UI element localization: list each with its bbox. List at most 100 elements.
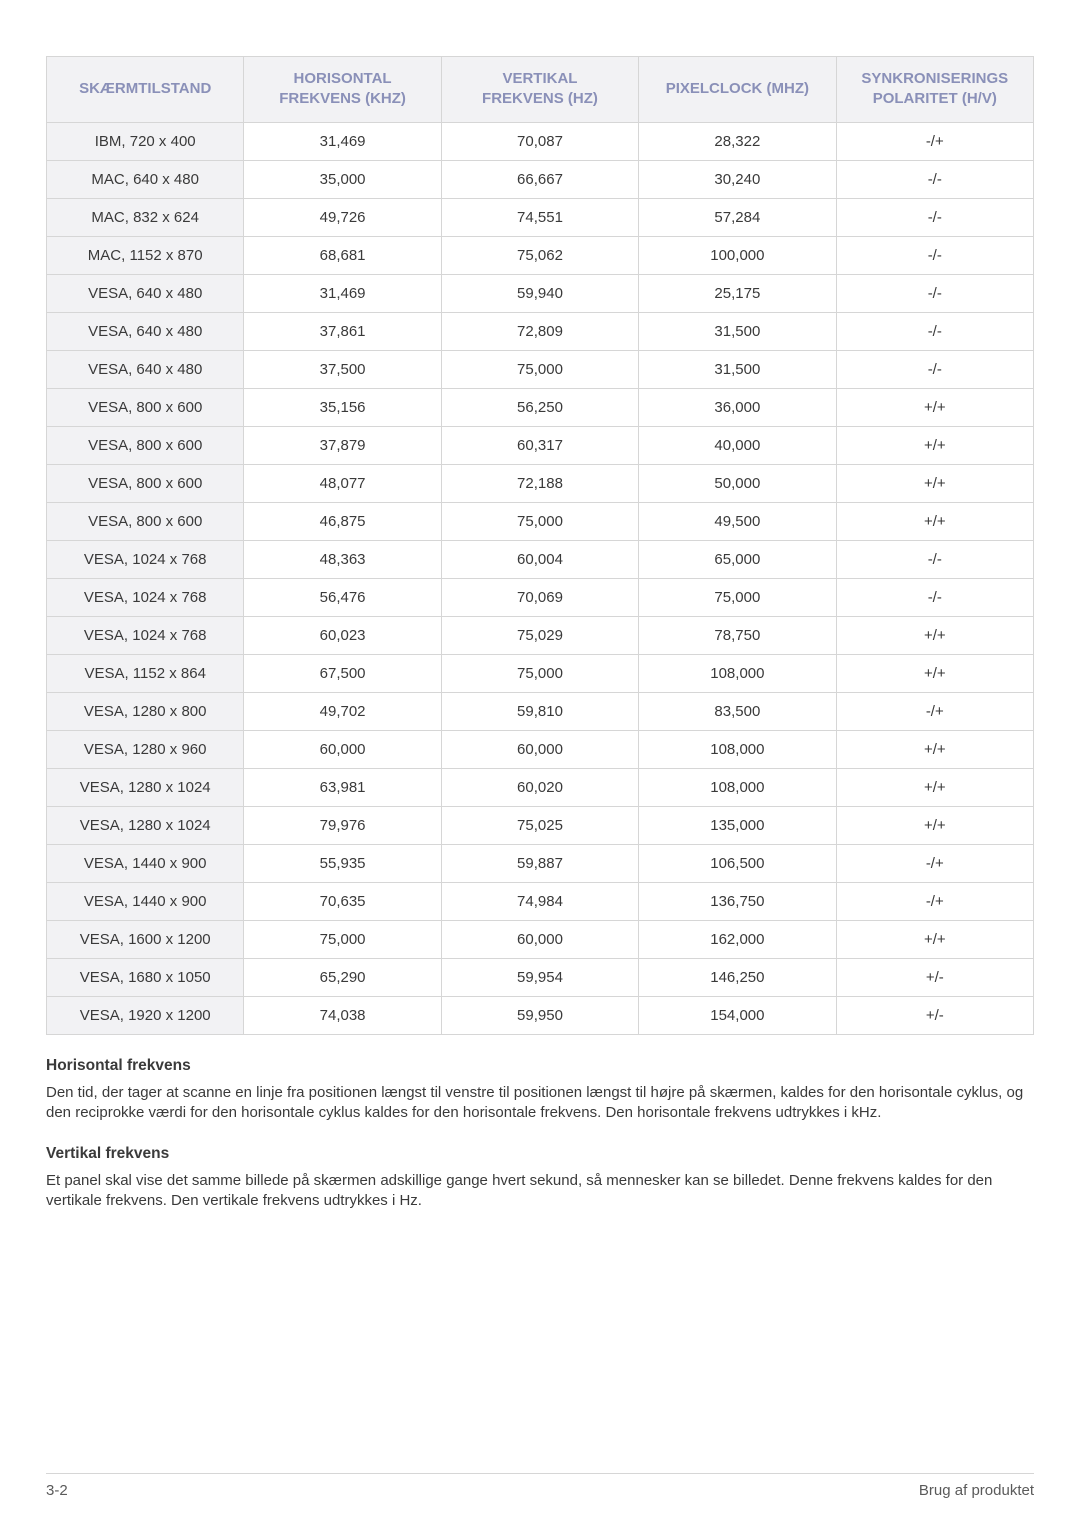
value-cell: 36,000: [639, 388, 836, 426]
table-row: MAC, 1152 x 87068,68175,062100,000-/-: [47, 236, 1034, 274]
value-cell: +/+: [836, 806, 1033, 844]
table-row: VESA, 1280 x 80049,70259,81083,500-/+: [47, 692, 1034, 730]
value-cell: 78,750: [639, 616, 836, 654]
timing-table-header-cell: VERTIKALFREKVENS (HZ): [441, 57, 638, 123]
value-cell: 60,000: [441, 730, 638, 768]
table-row: VESA, 640 x 48037,86172,80931,500-/-: [47, 312, 1034, 350]
value-cell: -/+: [836, 122, 1033, 160]
value-cell: 49,726: [244, 198, 441, 236]
mode-cell: VESA, 1024 x 768: [47, 540, 244, 578]
value-cell: 37,500: [244, 350, 441, 388]
value-cell: 56,250: [441, 388, 638, 426]
table-row: VESA, 800 x 60048,07772,18850,000+/+: [47, 464, 1034, 502]
value-cell: 108,000: [639, 768, 836, 806]
value-cell: -/-: [836, 274, 1033, 312]
value-cell: 60,020: [441, 768, 638, 806]
value-cell: 35,000: [244, 160, 441, 198]
timing-table-header-row: SKÆRMTILSTANDHORISONTALFREKVENS (KHZ)VER…: [47, 57, 1034, 123]
value-cell: +/+: [836, 426, 1033, 464]
value-cell: 70,635: [244, 882, 441, 920]
table-row: VESA, 800 x 60037,87960,31740,000+/+: [47, 426, 1034, 464]
value-cell: 74,038: [244, 996, 441, 1034]
footer-page-number: 3-2: [46, 1482, 68, 1499]
mode-cell: VESA, 640 x 480: [47, 312, 244, 350]
value-cell: 65,000: [639, 540, 836, 578]
mode-cell: VESA, 1440 x 900: [47, 844, 244, 882]
mode-cell: MAC, 832 x 624: [47, 198, 244, 236]
value-cell: -/+: [836, 692, 1033, 730]
value-cell: 60,317: [441, 426, 638, 464]
value-cell: 28,322: [639, 122, 836, 160]
mode-cell: VESA, 1280 x 1024: [47, 768, 244, 806]
value-cell: 48,077: [244, 464, 441, 502]
value-cell: +/+: [836, 654, 1033, 692]
value-cell: 46,875: [244, 502, 441, 540]
value-cell: -/-: [836, 236, 1033, 274]
mode-cell: VESA, 1152 x 864: [47, 654, 244, 692]
value-cell: 63,981: [244, 768, 441, 806]
value-cell: 37,861: [244, 312, 441, 350]
mode-cell: VESA, 1600 x 1200: [47, 920, 244, 958]
table-row: VESA, 1024 x 76848,36360,00465,000-/-: [47, 540, 1034, 578]
table-row: VESA, 1152 x 86467,50075,000108,000+/+: [47, 654, 1034, 692]
value-cell: 106,500: [639, 844, 836, 882]
table-row: VESA, 1280 x 102479,97675,025135,000+/+: [47, 806, 1034, 844]
value-cell: 108,000: [639, 654, 836, 692]
mode-cell: VESA, 1920 x 1200: [47, 996, 244, 1034]
value-cell: 59,940: [441, 274, 638, 312]
table-row: VESA, 800 x 60046,87575,00049,500+/+: [47, 502, 1034, 540]
section-heading-horizontal: Horisontal frekvens: [46, 1057, 1034, 1075]
value-cell: 30,240: [639, 160, 836, 198]
value-cell: 154,000: [639, 996, 836, 1034]
value-cell: 67,500: [244, 654, 441, 692]
mode-cell: VESA, 800 x 600: [47, 502, 244, 540]
value-cell: 55,935: [244, 844, 441, 882]
value-cell: 146,250: [639, 958, 836, 996]
timing-table-header-cell: SYNKRONISERINGSPOLARITET (H/V): [836, 57, 1033, 123]
table-row: VESA, 1280 x 96060,00060,000108,000+/+: [47, 730, 1034, 768]
value-cell: 59,950: [441, 996, 638, 1034]
timing-table-head: SKÆRMTILSTANDHORISONTALFREKVENS (KHZ)VER…: [47, 57, 1034, 123]
value-cell: 35,156: [244, 388, 441, 426]
table-row: VESA, 1920 x 120074,03859,950154,000+/-: [47, 996, 1034, 1034]
value-cell: 60,000: [441, 920, 638, 958]
value-cell: +/+: [836, 616, 1033, 654]
mode-cell: VESA, 800 x 600: [47, 388, 244, 426]
value-cell: 162,000: [639, 920, 836, 958]
table-row: VESA, 640 x 48031,46959,94025,175-/-: [47, 274, 1034, 312]
value-cell: 83,500: [639, 692, 836, 730]
section-heading-vertical: Vertikal frekvens: [46, 1145, 1034, 1163]
footer-section-title: Brug af produktet: [919, 1482, 1034, 1499]
mode-cell: VESA, 1280 x 1024: [47, 806, 244, 844]
value-cell: 59,887: [441, 844, 638, 882]
timing-table: SKÆRMTILSTANDHORISONTALFREKVENS (KHZ)VER…: [46, 56, 1034, 1035]
table-row: VESA, 800 x 60035,15656,25036,000+/+: [47, 388, 1034, 426]
value-cell: 135,000: [639, 806, 836, 844]
value-cell: 75,000: [639, 578, 836, 616]
table-row: VESA, 640 x 48037,50075,00031,500-/-: [47, 350, 1034, 388]
value-cell: -/+: [836, 882, 1033, 920]
value-cell: 56,476: [244, 578, 441, 616]
table-row: VESA, 1024 x 76856,47670,06975,000-/-: [47, 578, 1034, 616]
value-cell: -/-: [836, 350, 1033, 388]
mode-cell: MAC, 640 x 480: [47, 160, 244, 198]
mode-cell: VESA, 1024 x 768: [47, 616, 244, 654]
value-cell: -/+: [836, 844, 1033, 882]
value-cell: 136,750: [639, 882, 836, 920]
value-cell: +/+: [836, 768, 1033, 806]
value-cell: 72,809: [441, 312, 638, 350]
value-cell: 48,363: [244, 540, 441, 578]
value-cell: 75,000: [441, 350, 638, 388]
value-cell: +/+: [836, 730, 1033, 768]
value-cell: -/-: [836, 540, 1033, 578]
value-cell: +/+: [836, 464, 1033, 502]
value-cell: 31,500: [639, 350, 836, 388]
mode-cell: VESA, 1680 x 1050: [47, 958, 244, 996]
value-cell: 57,284: [639, 198, 836, 236]
value-cell: 49,702: [244, 692, 441, 730]
value-cell: 49,500: [639, 502, 836, 540]
value-cell: -/-: [836, 312, 1033, 350]
mode-cell: IBM, 720 x 400: [47, 122, 244, 160]
value-cell: 75,000: [441, 654, 638, 692]
value-cell: 74,984: [441, 882, 638, 920]
